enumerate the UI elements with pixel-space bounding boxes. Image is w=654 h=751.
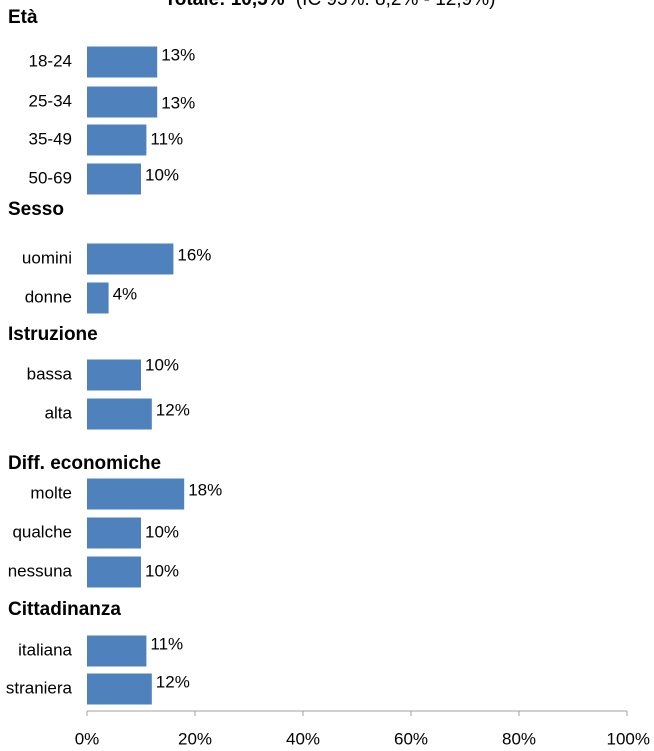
data-label: 16% bbox=[177, 245, 211, 264]
category-label: donne bbox=[25, 287, 72, 306]
group-label: Età bbox=[8, 7, 38, 28]
bar bbox=[87, 359, 141, 391]
x-tick-label: 80% bbox=[502, 729, 536, 748]
x-tick-label: 100% bbox=[607, 729, 650, 748]
data-label: 10% bbox=[145, 355, 179, 374]
data-label: 18% bbox=[188, 480, 222, 499]
category-label: straniera bbox=[6, 678, 73, 697]
category-label: 35-49 bbox=[29, 129, 72, 148]
bar bbox=[87, 635, 147, 667]
bar bbox=[87, 124, 147, 156]
data-label: 11% bbox=[150, 129, 183, 148]
bar bbox=[87, 86, 158, 118]
category-label: molte bbox=[30, 483, 72, 502]
chart-title-main: Totale: 10,5% bbox=[165, 0, 285, 10]
x-tick-label: 40% bbox=[286, 729, 320, 748]
category-label: 50-69 bbox=[29, 168, 72, 187]
data-label: 10% bbox=[145, 165, 179, 184]
plot-area: Età 18-24 13% 25-34 13% 35-49 11% 50-69 10% Sesso… bbox=[6, 7, 650, 748]
group-label: Sesso bbox=[8, 199, 64, 220]
category-label: alta bbox=[45, 403, 73, 422]
category-label: nessuna bbox=[8, 561, 73, 580]
category-label: uomini bbox=[22, 248, 72, 267]
group-label: Cittadinanza bbox=[8, 599, 121, 620]
category-label: 25-34 bbox=[29, 91, 72, 110]
chart-subtitle: (IC 95%: 8,2% - 12,9%) bbox=[296, 0, 496, 10]
data-label: 12% bbox=[156, 400, 190, 419]
x-tick-label: 0% bbox=[75, 729, 100, 748]
bar bbox=[87, 282, 109, 314]
category-label: 18-24 bbox=[29, 51, 72, 70]
data-label: 10% bbox=[145, 561, 179, 580]
category-label: qualche bbox=[12, 522, 72, 541]
data-label: 10% bbox=[145, 522, 179, 541]
bar bbox=[87, 673, 152, 705]
bar bbox=[87, 163, 141, 195]
x-tick-label: 60% bbox=[394, 729, 428, 748]
chart-title: Totale: 10,5% (IC 95%: 8,2% - 12,9%) bbox=[165, 0, 496, 10]
data-label: 13% bbox=[161, 45, 195, 64]
category-label: italiana bbox=[18, 640, 72, 659]
data-label: 11% bbox=[150, 634, 183, 653]
x-tick-label: 20% bbox=[178, 729, 212, 748]
bar bbox=[87, 517, 141, 549]
bar bbox=[87, 46, 158, 78]
bar bbox=[87, 556, 141, 588]
bar bbox=[87, 243, 174, 275]
category-label: bassa bbox=[27, 364, 73, 383]
group-label: Diff. economiche bbox=[8, 453, 161, 474]
bar bbox=[87, 478, 185, 510]
bar bbox=[87, 398, 152, 430]
data-label: 12% bbox=[156, 672, 190, 691]
group-label: Istruzione bbox=[8, 324, 98, 345]
data-label: 13% bbox=[161, 93, 195, 112]
data-label: 4% bbox=[113, 284, 138, 303]
